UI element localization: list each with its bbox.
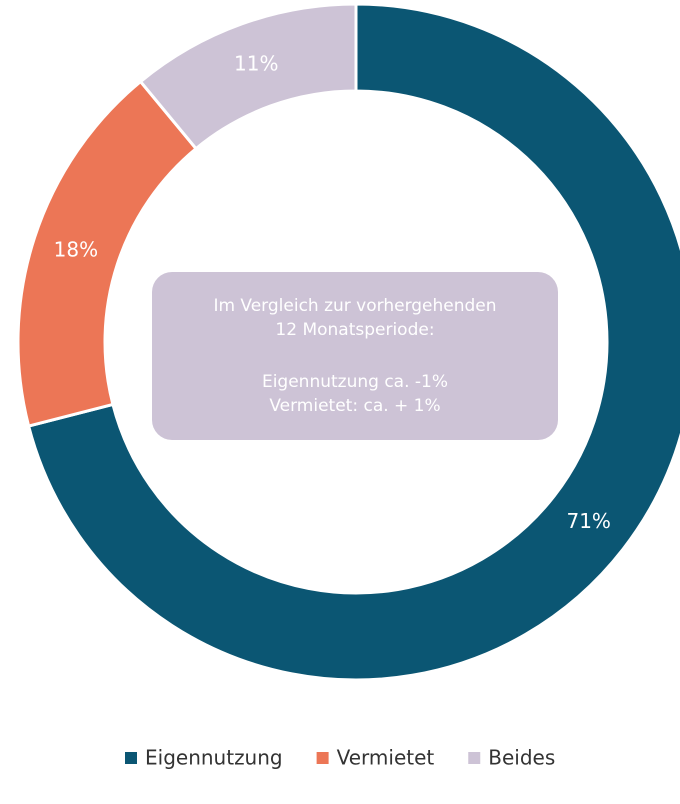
legend-label: Vermietet: [337, 746, 435, 770]
annotation-text: Im Vergleich zur vorhergehenden: [213, 296, 496, 316]
legend-swatch: [468, 752, 481, 764]
annotation-text: 12 Monatsperiode:: [275, 320, 434, 340]
donut-segment: [26, 2, 680, 682]
legend-label: Beides: [488, 746, 555, 770]
legend: Eigennutzung Vermietet Beides: [125, 746, 555, 770]
annotation-box: [152, 272, 558, 440]
data-label: 18%: [54, 237, 98, 261]
legend-label: Eigennutzung: [145, 746, 283, 770]
donut-segment: [138, 2, 358, 151]
legend-swatch: [316, 752, 329, 764]
annotation-text: Vermietet: ca. + 1%: [269, 396, 440, 416]
data-label: 71%: [566, 509, 610, 533]
annotation-text: Eigennutzung ca. -1%: [262, 372, 448, 392]
legend-swatch: [125, 752, 137, 764]
data-label: 11%: [234, 51, 278, 75]
